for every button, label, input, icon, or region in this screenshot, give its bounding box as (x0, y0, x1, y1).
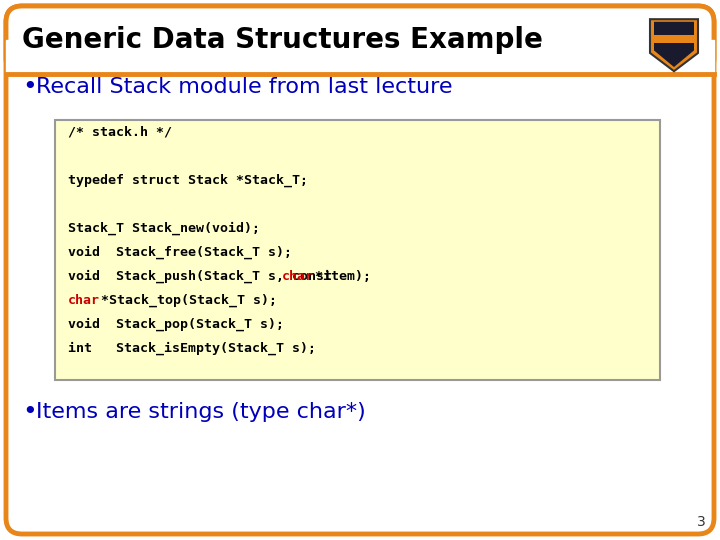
Text: void  Stack_free(Stack_T s);: void Stack_free(Stack_T s); (68, 245, 292, 259)
Text: char: char (68, 294, 100, 307)
Text: Recall Stack module from last lecture: Recall Stack module from last lecture (36, 77, 452, 97)
Text: void  Stack_pop(Stack_T s);: void Stack_pop(Stack_T s); (68, 318, 284, 330)
Bar (55, 120, 660, 380)
Text: Generic Data Structures Example: Generic Data Structures Example (22, 26, 543, 54)
Polygon shape (654, 35, 694, 43)
Text: int   Stack_isEmpty(Stack_T s);: int Stack_isEmpty(Stack_T s); (68, 341, 316, 355)
FancyBboxPatch shape (6, 6, 714, 534)
Text: 3: 3 (697, 515, 706, 529)
Polygon shape (650, 19, 698, 71)
Text: typedef struct Stack *Stack_T;: typedef struct Stack *Stack_T; (68, 173, 308, 187)
Text: *Stack_top(Stack_T s);: *Stack_top(Stack_T s); (93, 293, 277, 307)
Text: void  Stack_push(Stack_T s, const: void Stack_push(Stack_T s, const (68, 269, 340, 283)
Text: Stack_T Stack_new(void);: Stack_T Stack_new(void); (68, 221, 260, 235)
Polygon shape (654, 22, 694, 67)
Text: char: char (282, 269, 314, 282)
Text: Items are strings (type char*): Items are strings (type char*) (36, 402, 366, 422)
Text: /* stack.h */: /* stack.h */ (68, 125, 172, 138)
FancyBboxPatch shape (6, 6, 714, 74)
Text: *item);: *item); (307, 269, 372, 282)
Text: •: • (22, 400, 37, 424)
Text: •: • (22, 75, 37, 99)
Bar (6, 40, 714, 74)
